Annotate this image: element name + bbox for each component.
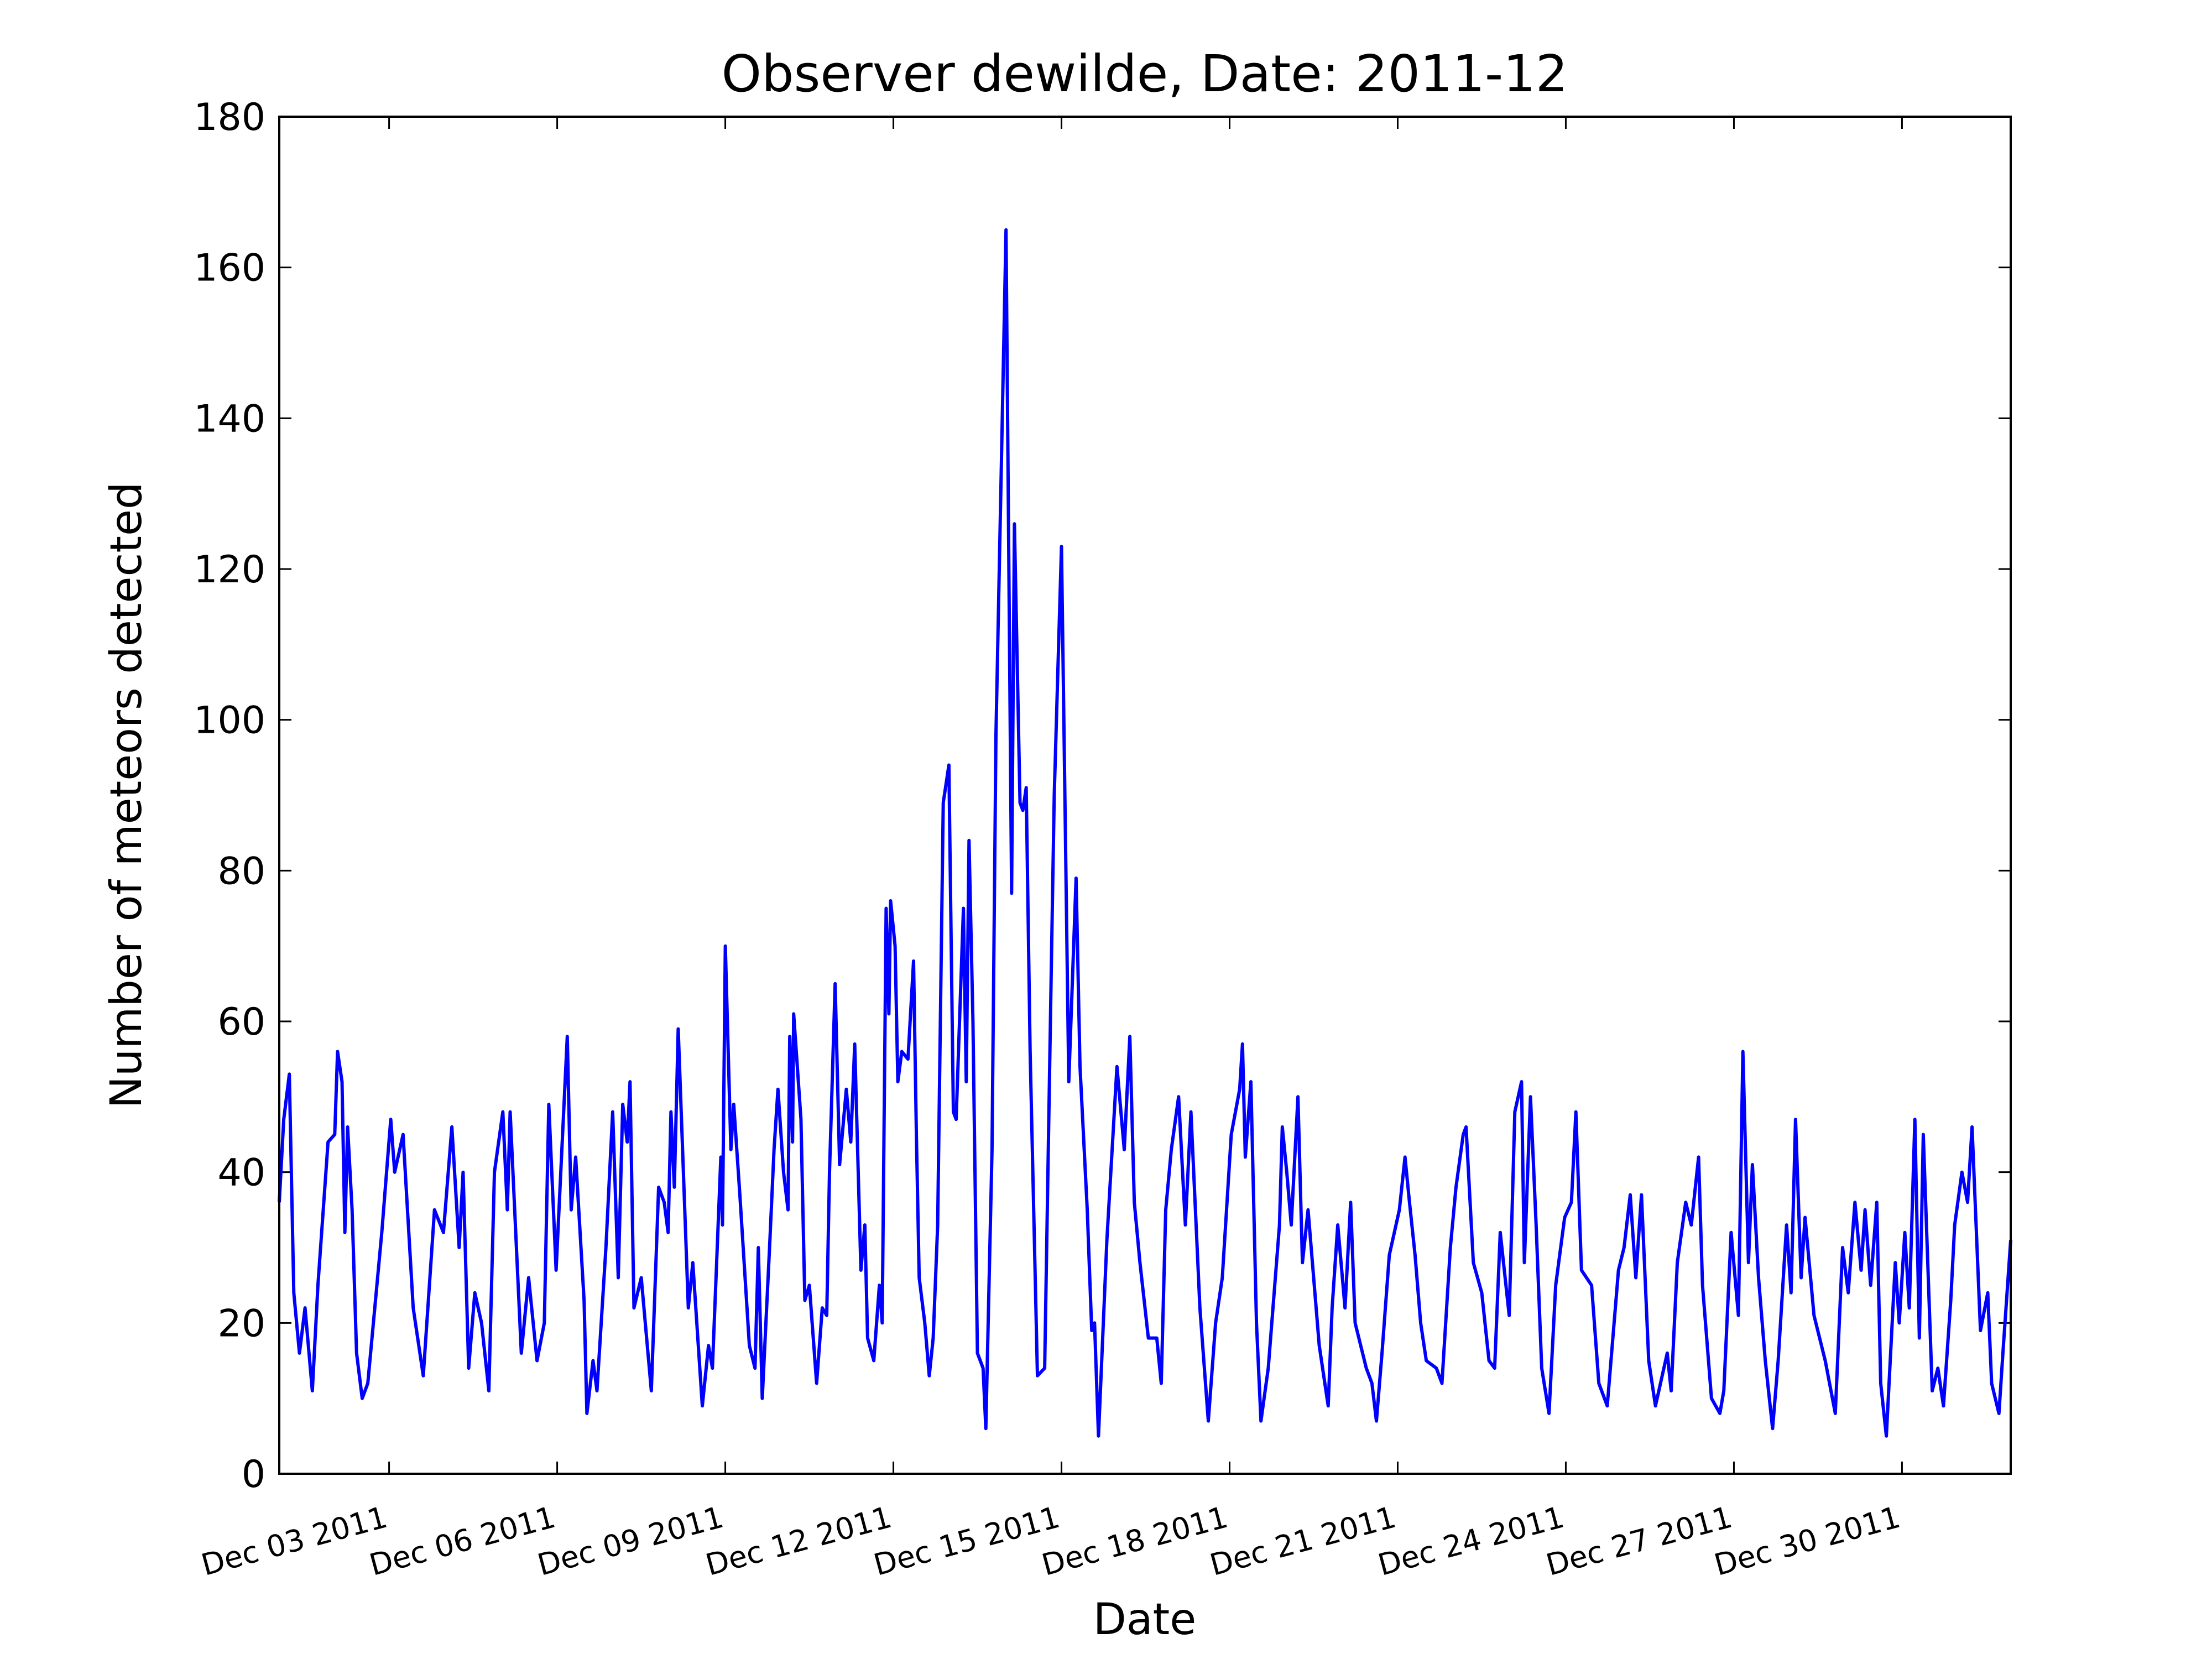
y-axis-label: Number of meteors detected <box>102 482 152 1109</box>
plot-frame <box>278 116 2012 1475</box>
data-line <box>278 228 2012 1438</box>
y-tick-label: 120 <box>194 548 265 592</box>
y-tick-label: 20 <box>217 1302 265 1345</box>
x-axis-label: Date <box>1093 1595 1196 1645</box>
y-tick-label: 0 <box>242 1453 265 1496</box>
y-tick-label: 60 <box>217 1000 265 1044</box>
y-tick-label: 40 <box>217 1151 265 1195</box>
chart-title: Observer dewilde, Date: 2011-12 <box>722 44 1568 103</box>
y-tick-label: 80 <box>217 849 265 893</box>
y-tick-label: 180 <box>194 96 265 139</box>
y-tick-label: 160 <box>194 247 265 290</box>
y-tick-label: 100 <box>194 699 265 743</box>
y-tick-label: 140 <box>194 397 265 441</box>
